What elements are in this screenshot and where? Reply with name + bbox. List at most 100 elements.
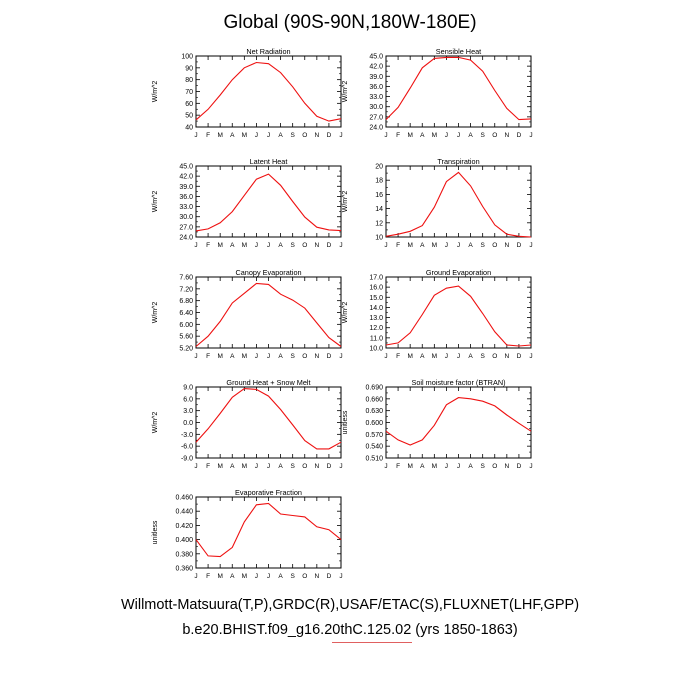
x-tick-label: M — [217, 573, 222, 580]
x-tick-label: M — [242, 463, 247, 470]
x-tick-label: A — [278, 463, 283, 470]
panel-title-3: Latent Heat — [250, 157, 288, 166]
y-axis-label-7: W/m^2 — [152, 412, 159, 434]
x-tick-label: N — [314, 463, 319, 470]
x-tick-label: F — [206, 132, 210, 139]
panel-title-5: Canopy Evaporation — [235, 268, 301, 277]
x-tick-label: A — [420, 132, 425, 139]
x-tick-label: N — [314, 132, 319, 139]
x-tick-label: M — [432, 132, 437, 139]
x-tick-label: A — [468, 463, 473, 470]
x-tick-label: M — [217, 242, 222, 249]
y-axis-label-9: unitless — [152, 520, 159, 544]
x-tick-label: N — [314, 353, 319, 360]
y-tick-label: 0.440 — [175, 509, 193, 516]
x-tick-label: D — [517, 242, 522, 249]
x-tick-label: M — [217, 463, 222, 470]
x-tick-label: N — [504, 463, 509, 470]
y-tick-label: 7.60 — [179, 275, 193, 282]
x-tick-label: S — [290, 132, 295, 139]
x-tick-label: O — [302, 573, 307, 580]
x-tick-label: M — [242, 242, 247, 249]
panel-title-7: Ground Heat + Snow Melt — [226, 378, 310, 387]
x-tick-label: N — [504, 132, 509, 139]
y-tick-label: 42.0 — [179, 174, 193, 181]
x-tick-label: M — [432, 242, 437, 249]
y-tick-label: 11.0 — [370, 335, 383, 342]
y-tick-label: 80 — [185, 77, 193, 84]
y-tick-label: 0.600 — [365, 420, 383, 427]
x-tick-label: M — [432, 463, 437, 470]
x-tick-label: A — [468, 242, 473, 249]
x-tick-label: J — [194, 353, 197, 360]
y-tick-label: 90 — [185, 65, 193, 72]
x-tick-label: S — [290, 353, 295, 360]
x-tick-label: A — [278, 573, 283, 580]
y-tick-label: 36.0 — [179, 194, 193, 201]
y-tick-label: 6.00 — [179, 322, 193, 329]
x-tick-label: J — [194, 573, 197, 580]
x-tick-label: S — [480, 132, 485, 139]
x-tick-label: J — [457, 353, 460, 360]
y-axis-label-5: W/m^2 — [152, 302, 159, 324]
x-tick-label: M — [217, 132, 222, 139]
y-tick-label: 45.0 — [179, 164, 193, 171]
y-tick-label: 39.0 — [179, 184, 193, 191]
y-tick-label: 13.0 — [369, 315, 383, 322]
x-tick-label: J — [255, 242, 258, 249]
y-tick-label: 0.540 — [365, 444, 383, 451]
y-tick-label: 12 — [375, 220, 383, 227]
y-tick-label: 3.0 — [183, 408, 193, 415]
y-tick-label: 0.510 — [365, 456, 383, 463]
x-tick-label: J — [194, 132, 197, 139]
x-tick-label: F — [396, 242, 400, 249]
x-tick-label: M — [407, 353, 412, 360]
series-line-9 — [195, 502, 342, 558]
series-line-3 — [195, 173, 342, 232]
panel-title-8: Soil moisture factor (BTRAN) — [411, 378, 505, 387]
x-tick-label: J — [255, 132, 258, 139]
y-tick-label: 16.0 — [369, 285, 383, 292]
x-tick-label: A — [278, 242, 283, 249]
y-tick-label: 0.630 — [365, 408, 383, 415]
x-tick-label: J — [445, 463, 448, 470]
x-tick-label: S — [480, 242, 485, 249]
y-tick-label: 12.0 — [369, 325, 383, 332]
x-tick-label: N — [314, 242, 319, 249]
panel-title-4: Transpiration — [437, 157, 479, 166]
y-tick-label: 6.0 — [183, 396, 193, 403]
y-tick-label: 0.460 — [175, 495, 193, 502]
y-axis-label-3: W/m^2 — [152, 191, 159, 213]
plot-frame-3 — [195, 165, 342, 238]
x-tick-label: J — [339, 353, 342, 360]
x-tick-label: M — [217, 353, 222, 360]
y-axis-label-8: unitless — [342, 410, 349, 434]
x-tick-label: A — [230, 132, 235, 139]
x-tick-label: F — [396, 132, 400, 139]
y-tick-label: 100 — [181, 54, 193, 61]
y-tick-label: 10 — [375, 235, 383, 242]
plot-frame-6 — [385, 276, 532, 349]
x-tick-label: F — [206, 242, 210, 249]
y-tick-label: 27.0 — [369, 114, 383, 121]
y-tick-label: 0.690 — [365, 385, 383, 392]
x-tick-label: J — [339, 463, 342, 470]
x-tick-label: J — [194, 463, 197, 470]
y-tick-label: 15.0 — [369, 295, 383, 302]
y-tick-label: -6.0 — [181, 444, 193, 451]
x-tick-label: D — [517, 353, 522, 360]
y-tick-label: 14 — [375, 206, 383, 213]
x-tick-label: D — [327, 132, 332, 139]
y-tick-label: 0.570 — [365, 432, 383, 439]
x-tick-label: J — [529, 463, 532, 470]
x-tick-label: M — [432, 353, 437, 360]
x-tick-label: S — [290, 573, 295, 580]
x-tick-label: A — [278, 353, 283, 360]
y-tick-label: 0.360 — [175, 566, 193, 573]
x-tick-label: A — [230, 463, 235, 470]
x-tick-label: D — [327, 242, 332, 249]
x-tick-label: J — [384, 242, 387, 249]
x-tick-label: A — [468, 132, 473, 139]
series-line-2 — [385, 56, 532, 121]
